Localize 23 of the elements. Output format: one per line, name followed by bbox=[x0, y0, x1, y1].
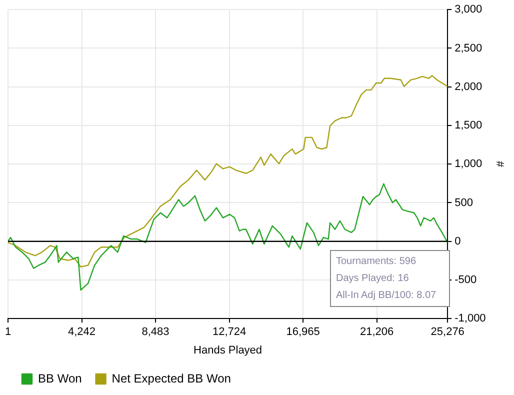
y-tick-label: 3,000 bbox=[454, 4, 482, 16]
y-tick-label: 1,000 bbox=[454, 158, 482, 170]
x-axis-title: Hands Played bbox=[194, 344, 262, 356]
y-tick-label: 0 bbox=[454, 235, 461, 248]
y-axis-title: # bbox=[493, 161, 506, 168]
annotation: All-In Adj BB/100: 8.07 bbox=[336, 289, 438, 303]
x-tick-label: 1 bbox=[4, 326, 12, 338]
annotation: Days Played: 16 bbox=[336, 272, 410, 286]
y-tick-label: 2,000 bbox=[454, 80, 482, 93]
y-tick-label: 2,500 bbox=[454, 42, 482, 54]
x-tick-label: 25,276 bbox=[430, 326, 464, 338]
legend-label: Net Expected BB Won bbox=[112, 371, 231, 386]
y-tick-label: -500 bbox=[454, 274, 477, 286]
annotation: Tournaments: 596 bbox=[336, 255, 418, 269]
x-tick-label: 21,206 bbox=[360, 326, 394, 338]
y-tick-label: -1,000 bbox=[454, 312, 486, 325]
x-tick-label: 12,724 bbox=[212, 326, 246, 338]
legend-label: BB Won bbox=[38, 371, 82, 386]
y-tick-label: 1,500 bbox=[454, 120, 482, 132]
x-tick-label: 16,965 bbox=[286, 326, 320, 338]
y-tick-label: 500 bbox=[454, 196, 473, 209]
x-tick-label: 8,483 bbox=[142, 326, 170, 338]
x-tick-label: 4,242 bbox=[68, 326, 96, 338]
